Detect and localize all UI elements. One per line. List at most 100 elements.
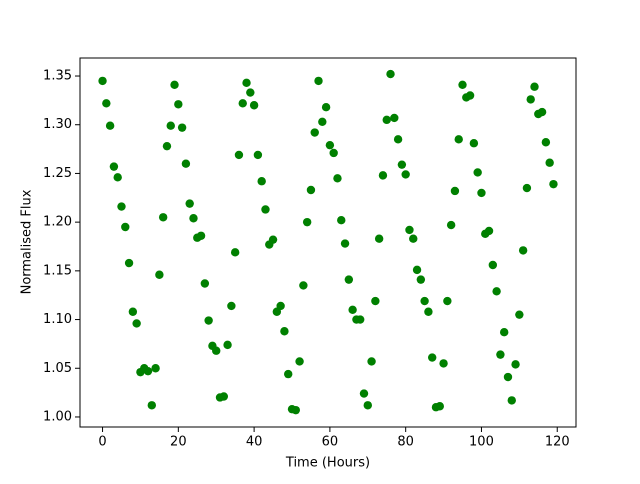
y-axis-label: Normalised Flux: [20, 189, 35, 294]
x-tick-label: 100: [469, 435, 494, 450]
y-tick-label: 1.25: [43, 166, 72, 181]
point: [492, 287, 501, 296]
point: [435, 402, 444, 411]
point: [484, 226, 494, 236]
point: [340, 239, 350, 248]
point: [378, 171, 388, 180]
point: [424, 307, 433, 316]
point: [363, 401, 372, 410]
x-tick-label: 60: [322, 435, 339, 450]
point: [522, 183, 532, 193]
point: [344, 275, 354, 284]
point: [105, 121, 115, 130]
point: [276, 301, 285, 311]
point: [170, 80, 179, 89]
point: [371, 296, 380, 306]
point: [230, 248, 240, 257]
point: [446, 220, 456, 230]
y-tick-label: 1.05: [43, 361, 72, 376]
point: [412, 265, 422, 275]
point: [204, 316, 213, 325]
point: [507, 396, 516, 405]
point: [515, 310, 524, 319]
point: [337, 215, 346, 225]
point: [465, 91, 475, 100]
point: [249, 101, 259, 110]
point: [374, 234, 384, 243]
point: [541, 138, 551, 147]
point: [291, 405, 300, 415]
point: [98, 76, 107, 86]
point: [314, 76, 323, 86]
y-tick-label: 1.15: [43, 263, 72, 278]
axes-frame: [79, 57, 577, 428]
point: [177, 123, 187, 132]
point: [102, 99, 111, 108]
point: [238, 99, 247, 108]
point: [416, 275, 426, 284]
x-tick-label: 120: [545, 435, 570, 450]
point: [511, 360, 520, 369]
point: [439, 359, 448, 368]
point: [310, 128, 319, 137]
point: [143, 366, 153, 376]
point: [200, 279, 210, 288]
point: [223, 340, 232, 350]
point: [284, 369, 293, 379]
point: [359, 389, 369, 398]
point: [280, 327, 289, 336]
point: [454, 135, 463, 144]
point: [356, 315, 365, 324]
point: [295, 357, 304, 366]
point: [253, 150, 263, 160]
point: [318, 117, 327, 127]
point: [549, 179, 558, 189]
point: [166, 121, 175, 130]
x-tick-label: 0: [98, 435, 106, 450]
point: [257, 177, 266, 186]
point: [386, 69, 395, 79]
point: [428, 353, 437, 362]
point: [306, 185, 316, 195]
point: [158, 213, 168, 222]
point: [409, 234, 418, 243]
point: [333, 174, 342, 183]
point: [518, 246, 528, 255]
point: [124, 258, 134, 268]
point: [545, 158, 554, 167]
point: [382, 115, 391, 125]
point: [132, 319, 141, 328]
point: [227, 301, 236, 311]
point: [162, 141, 172, 151]
point: [109, 162, 119, 171]
point: [443, 296, 452, 306]
point: [367, 357, 376, 366]
point: [393, 135, 403, 144]
point: [405, 225, 414, 235]
point: [473, 168, 482, 177]
point: [155, 270, 164, 279]
point: [189, 214, 198, 223]
point: [212, 346, 221, 355]
point: [450, 186, 460, 196]
point: [488, 260, 498, 270]
point: [151, 364, 160, 373]
x-tick-label: 20: [170, 435, 187, 450]
point: [420, 296, 429, 306]
point: [246, 88, 255, 97]
point: [117, 202, 126, 211]
point: [234, 150, 244, 160]
x-axis-label: Time (Hours): [285, 456, 370, 471]
point: [219, 392, 228, 401]
point: [526, 95, 535, 104]
point: [147, 401, 157, 410]
point: [128, 307, 138, 316]
point: [329, 148, 338, 158]
point: [469, 139, 479, 148]
point: [302, 217, 312, 227]
y-tick-label: 1.00: [43, 409, 72, 424]
point: [185, 199, 194, 208]
y-tick-label: 1.30: [43, 117, 72, 132]
